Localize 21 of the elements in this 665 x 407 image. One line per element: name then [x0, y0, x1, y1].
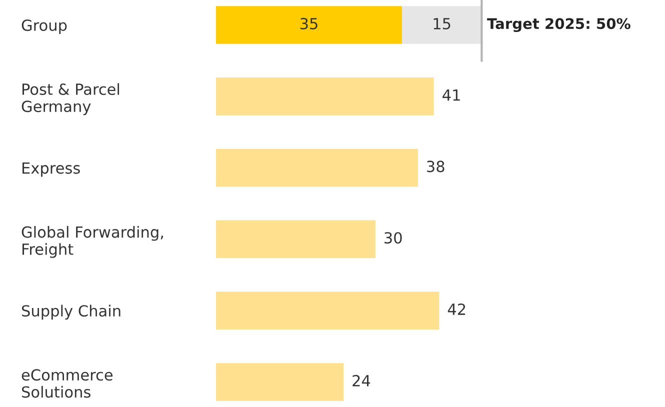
y-tick-label: Group [22, 19, 67, 34]
data-label: 42 [448, 303, 466, 315]
y-tick-label: Post & Parcel Germany [22, 83, 120, 116]
data-label: 15 [434, 18, 450, 30]
y-tick-label: Supply Chain [22, 304, 120, 320]
data-label: 24 [352, 374, 370, 386]
bar [216, 6, 402, 44]
bar [402, 6, 482, 44]
data-label: 41 [442, 89, 460, 101]
bar [216, 363, 344, 401]
y-tick-label: Express [22, 162, 80, 177]
data-label: 35 [300, 18, 318, 30]
bar [216, 220, 376, 258]
data-label: 38 [427, 160, 444, 172]
ref-line-label: Target 2025: 50% [487, 18, 630, 32]
y-tick-label: Global Forwarding, Freight [22, 226, 164, 258]
bar [216, 292, 440, 330]
bar [216, 148, 418, 187]
y-tick-label: eCommerce Solutions [22, 369, 112, 398]
bar [216, 77, 434, 116]
data-label: 30 [384, 232, 402, 244]
